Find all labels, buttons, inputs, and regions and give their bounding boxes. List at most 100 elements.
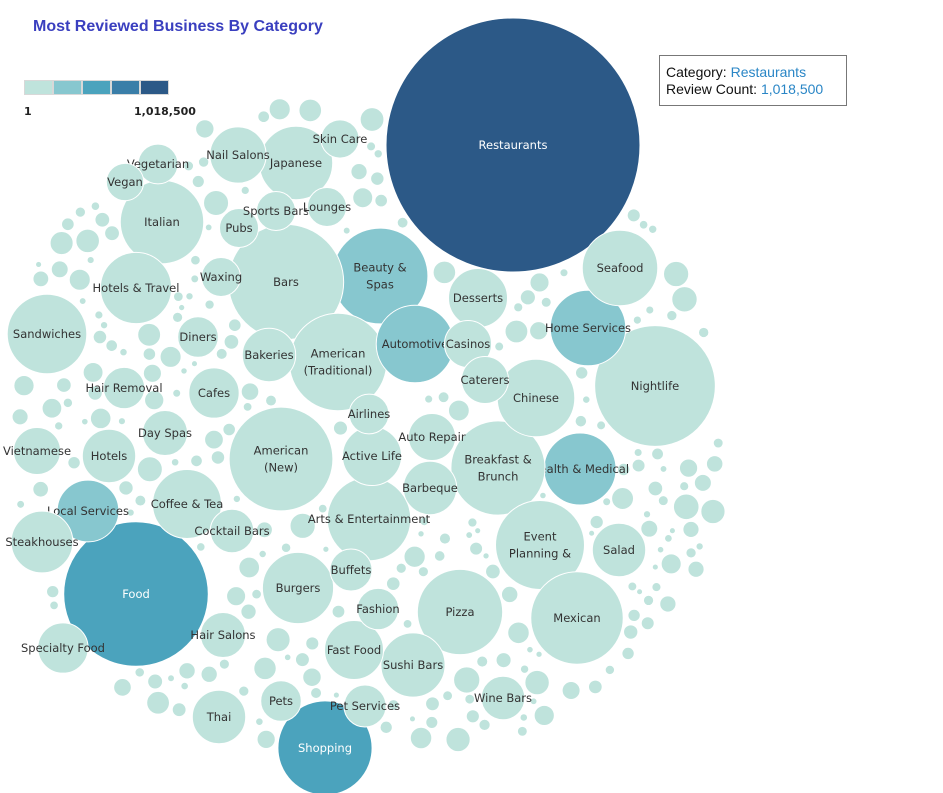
bubble-minor[interactable] [442, 690, 454, 702]
bubble-minor[interactable] [535, 650, 543, 658]
bubble-minor[interactable] [256, 521, 273, 539]
bubble-minor[interactable] [469, 541, 484, 556]
bubble-minor[interactable] [49, 600, 59, 611]
bubble-minor[interactable] [294, 652, 310, 668]
bubble-minor[interactable] [196, 542, 206, 552]
bubble-japanese[interactable]: Japanese [258, 125, 334, 201]
bubble-minor[interactable] [190, 254, 201, 266]
bubble-minor[interactable] [645, 305, 655, 315]
bubble-hotels[interactable]: Hotels [81, 428, 137, 484]
bubble-minor[interactable] [61, 217, 75, 232]
bubble-minor[interactable] [32, 480, 49, 498]
bubble-minor[interactable] [529, 697, 538, 706]
bubble-minor[interactable] [240, 185, 250, 196]
bubble-circle[interactable] [191, 689, 247, 745]
bubble-minor[interactable] [379, 720, 393, 734]
bubble-shopping[interactable]: Shopping [277, 700, 373, 793]
bubble-minor[interactable] [50, 260, 69, 279]
bubble-minor[interactable] [387, 699, 400, 711]
bubble-minor[interactable] [172, 388, 182, 398]
bubble-circle[interactable] [348, 393, 390, 435]
bubble-salad[interactable]: Salad [591, 522, 647, 578]
bubble-waxing[interactable]: Waxing [200, 257, 242, 297]
bubble-minor[interactable] [465, 709, 480, 724]
bubble-minor[interactable] [425, 696, 440, 712]
bubble-minor[interactable] [126, 508, 135, 517]
bubble-minor[interactable] [574, 366, 589, 380]
bubble-chinese[interactable]: Chinese [496, 358, 576, 438]
bubble-circle[interactable] [199, 611, 247, 659]
bubble-circle[interactable] [56, 479, 120, 543]
bubble-automotive[interactable]: Automotive [375, 304, 455, 384]
bubble-minor[interactable] [524, 669, 550, 696]
bubble-minor[interactable] [373, 149, 383, 159]
bubble-minor[interactable] [223, 334, 240, 350]
bubble-circle[interactable] [37, 622, 89, 674]
bubble-minor[interactable] [256, 729, 276, 750]
bubble-circle[interactable] [209, 126, 267, 184]
bubble-minor[interactable] [87, 385, 103, 401]
bubble-minor[interactable] [695, 542, 704, 551]
bubble-minor[interactable] [49, 231, 74, 256]
bubble-pizza[interactable]: Pizza [416, 568, 504, 656]
bubble-minor[interactable] [467, 517, 478, 528]
bubble-circle[interactable] [402, 460, 458, 516]
bubble-circle[interactable] [385, 17, 641, 273]
bubble-minor[interactable] [561, 680, 581, 700]
bubble-minor[interactable] [621, 646, 635, 661]
bubble-minor[interactable] [46, 584, 60, 599]
bubble-minor[interactable] [210, 450, 226, 465]
bubble-minor[interactable] [627, 608, 641, 623]
bubble-pets[interactable]: Pets [260, 680, 302, 722]
bubble-minor[interactable] [642, 510, 652, 519]
bubble-circle[interactable] [277, 700, 373, 793]
bubble-minor[interactable] [374, 193, 388, 208]
bubble-minor[interactable] [582, 395, 591, 404]
bubble-nightlife[interactable]: Nightlife [594, 325, 716, 447]
bubble-minor[interactable] [253, 656, 277, 681]
bubble-minor[interactable] [474, 527, 482, 535]
bubble-minor[interactable] [41, 397, 63, 419]
bubble-minor[interactable] [310, 686, 323, 699]
bubble-circle[interactable] [63, 521, 209, 667]
bubble-circle[interactable] [260, 680, 302, 722]
bubble-minor[interactable] [142, 363, 162, 383]
bubble-minor[interactable] [659, 464, 668, 473]
bubble-seafood[interactable]: Seafood [581, 229, 659, 307]
bubble-minor[interactable] [204, 429, 224, 450]
bubble-minor[interactable] [197, 156, 210, 168]
bubble-minor[interactable] [526, 645, 534, 654]
bubble-casinos[interactable]: Casinos [443, 319, 493, 369]
bubble-hotels-travel[interactable]: Hotels & Travel [93, 251, 180, 325]
bubble-vegan[interactable]: Vegan [105, 162, 145, 202]
bubble-minor[interactable] [632, 315, 642, 325]
bubble-circle[interactable] [188, 367, 240, 419]
bubble-minor[interactable] [136, 456, 163, 483]
bubble-minor[interactable] [258, 549, 267, 559]
bubble-minor[interactable] [13, 374, 35, 397]
bubble-minor[interactable] [656, 545, 665, 554]
bubble-minor[interactable] [485, 563, 501, 580]
bubble-minor[interactable] [134, 667, 145, 678]
bubble-minor[interactable] [651, 563, 659, 571]
bubble-minor[interactable] [417, 566, 429, 578]
bubble-minor[interactable] [588, 529, 596, 537]
bubble-minor[interactable] [92, 329, 108, 345]
bubble-minor[interactable] [183, 160, 195, 172]
bubble-minor[interactable] [596, 420, 607, 431]
bubble-minor[interactable] [712, 437, 724, 449]
bubble-minor[interactable] [178, 662, 196, 680]
bubble-minor[interactable] [255, 717, 264, 726]
bubble-circle[interactable] [380, 632, 446, 698]
bubble-food[interactable]: Food [63, 521, 209, 667]
bubble-minor[interactable] [195, 119, 215, 139]
bubble-minor[interactable] [671, 286, 698, 313]
bubble-minor[interactable] [705, 455, 724, 473]
bubble-minor[interactable] [640, 616, 655, 631]
bubble-minor[interactable] [238, 556, 261, 579]
bubble-minor[interactable] [117, 417, 126, 426]
bubble-minor[interactable] [409, 726, 433, 750]
bubble-circle[interactable] [102, 366, 146, 410]
bubble-circle[interactable] [329, 548, 373, 592]
bubble-minor[interactable] [118, 480, 134, 496]
